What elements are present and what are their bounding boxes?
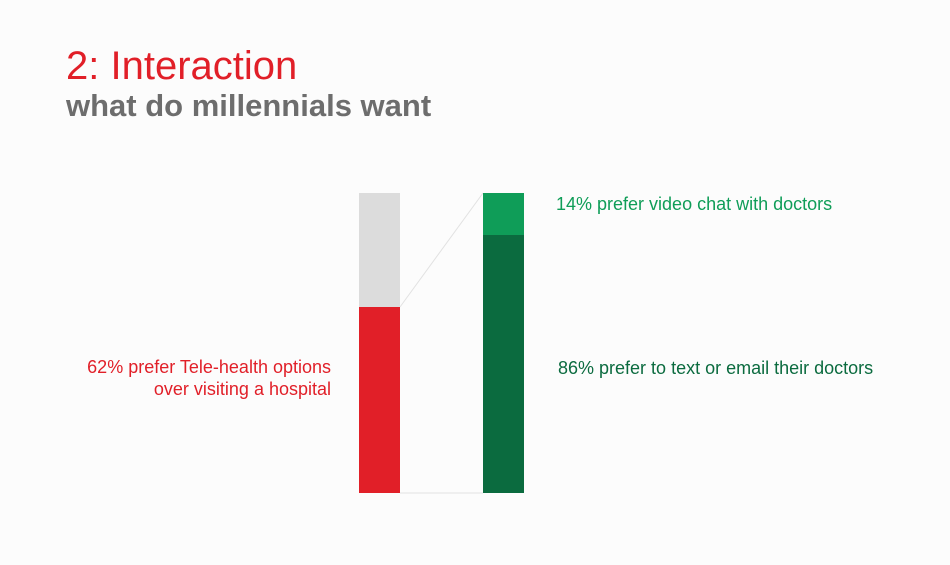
bar-segment-text-email (483, 235, 524, 493)
text-email-label: 86% prefer to text or email their doctor… (558, 358, 874, 378)
chart-title: 2: Interaction (66, 44, 298, 88)
connector-line-top (399, 192, 484, 308)
tele-health-label-line1: 62% prefer Tele-health options (87, 357, 331, 377)
video-chat-label: 14% prefer video chat with doctors (556, 194, 833, 214)
bar-segment-remainder (359, 193, 400, 307)
tele-health-label: 62% prefer Tele-health options over visi… (51, 356, 331, 400)
bar-segment-tele-health (359, 307, 400, 493)
chart-subtitle: what do millennials want (66, 88, 432, 123)
tele-health-label-line2: over visiting a hospital (153, 379, 331, 399)
bar-segment-video-chat (483, 193, 524, 235)
